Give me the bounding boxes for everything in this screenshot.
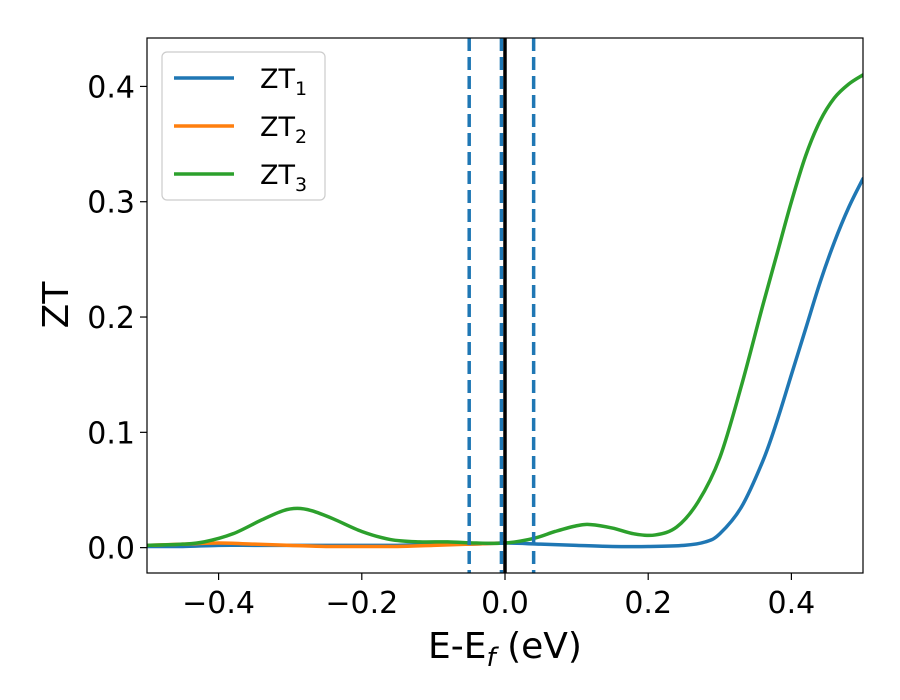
x-axis: −0.4 −0.2 0.0 0.2 0.4	[182, 573, 815, 621]
x-tick-label: −0.4	[182, 586, 255, 621]
x-tick-label: 0.2	[624, 586, 672, 621]
x-tick-label: −0.2	[325, 586, 398, 621]
x-axis-label: E-Ef (eV)	[428, 626, 582, 673]
legend-label: ZT1	[260, 64, 307, 100]
y-tick-label: 0.1	[87, 416, 135, 451]
legend-label: ZT2	[260, 112, 307, 148]
y-axis: 0.0 0.1 0.2 0.3 0.4	[87, 70, 147, 567]
y-axis-label: ZT	[36, 281, 77, 329]
legend: ZT1 ZT2 ZT3	[161, 51, 326, 201]
legend-label: ZT3	[260, 160, 307, 196]
y-tick-label: 0.2	[87, 301, 135, 336]
y-tick-label: 0.3	[87, 186, 135, 221]
x-tick-label: 0.4	[768, 586, 816, 621]
y-tick-label: 0.0	[87, 532, 135, 567]
series-line-zt2	[147, 541, 507, 549]
series-line-zt3	[147, 73, 863, 548]
series-layer	[147, 73, 863, 549]
reference-lines	[467, 38, 536, 573]
y-tick-label: 0.4	[87, 70, 135, 105]
x-tick-label: 0.0	[481, 586, 529, 621]
legend-box	[161, 51, 326, 201]
